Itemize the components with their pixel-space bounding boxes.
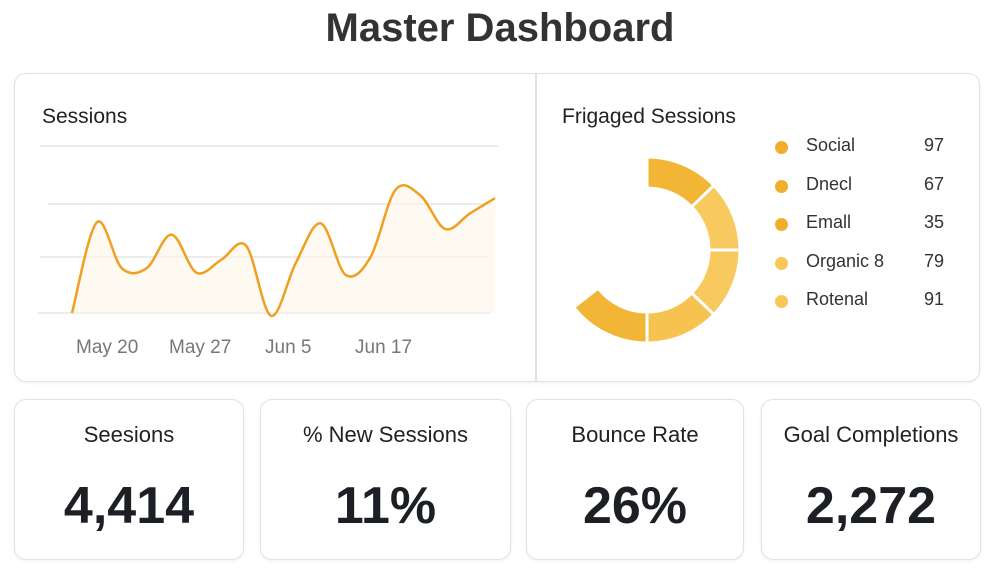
kpi-value: 11% xyxy=(334,477,437,535)
legend-value: 79 xyxy=(924,250,945,271)
x-tick-label: Jun 5 xyxy=(265,337,311,358)
legend-label: Organic 8 xyxy=(806,250,885,271)
donut-segment xyxy=(571,286,649,345)
kpi-card-new-sessions: % New Sessions 11% xyxy=(260,399,511,560)
kpi-card-bounce-rate: Bounce Rate 26% xyxy=(526,399,744,560)
legend-dot xyxy=(775,295,788,308)
legend-dot xyxy=(775,179,788,193)
legend-value: 35 xyxy=(924,212,945,232)
legend-item: Social 97 xyxy=(760,132,960,171)
page-title: Master Dashboard xyxy=(325,6,675,50)
overview-card: Sessions Frigaged Sessions xyxy=(14,73,980,382)
panel-divider xyxy=(535,74,537,381)
sessions-chart-title: Sessions xyxy=(42,105,128,128)
kpi-card-goal-completions: Goal Completions 2,272 xyxy=(761,399,981,560)
donut-legend: Social 97 Dnecl 67 Emall 35 Organic 8 79 Rot… xyxy=(760,132,960,325)
legend-label: Emall xyxy=(806,212,852,232)
legend-value: 67 xyxy=(924,173,945,194)
kpi-label: Goal Completions xyxy=(783,422,959,447)
x-tick-label: May 27 xyxy=(169,337,231,358)
legend-value: 91 xyxy=(924,289,945,309)
engaged-sessions-title: Frigaged Sessions xyxy=(562,105,736,128)
legend-dot xyxy=(775,141,788,154)
legend-dot xyxy=(775,218,788,231)
legend-label: Rotenal xyxy=(806,289,869,309)
x-tick-label: Jun 17 xyxy=(355,337,412,358)
kpi-value: 26% xyxy=(582,477,688,535)
kpi-value: 4,414 xyxy=(63,477,195,535)
kpi-card-sessions: Seesions 4,414 xyxy=(14,399,244,560)
legend-label: Social xyxy=(806,135,856,155)
kpi-value: 2,272 xyxy=(805,477,937,535)
x-tick-label: May 20 xyxy=(76,337,138,358)
legend-dot xyxy=(775,256,788,270)
sessions-line xyxy=(70,184,496,318)
legend-item: Organic 8 79 xyxy=(760,248,960,287)
kpi-label: Seesions xyxy=(83,422,175,447)
sessions-area xyxy=(72,185,495,316)
legend-value: 97 xyxy=(924,135,945,155)
legend-item: Rotenal 91 xyxy=(760,286,960,325)
kpi-label: % New Sessions xyxy=(302,422,469,447)
kpi-label: Bounce Rate xyxy=(571,422,699,447)
legend-item: Emall 35 xyxy=(760,209,960,248)
legend-item: Dnecl 67 xyxy=(760,171,960,210)
legend-label: Dnecl xyxy=(806,173,853,194)
